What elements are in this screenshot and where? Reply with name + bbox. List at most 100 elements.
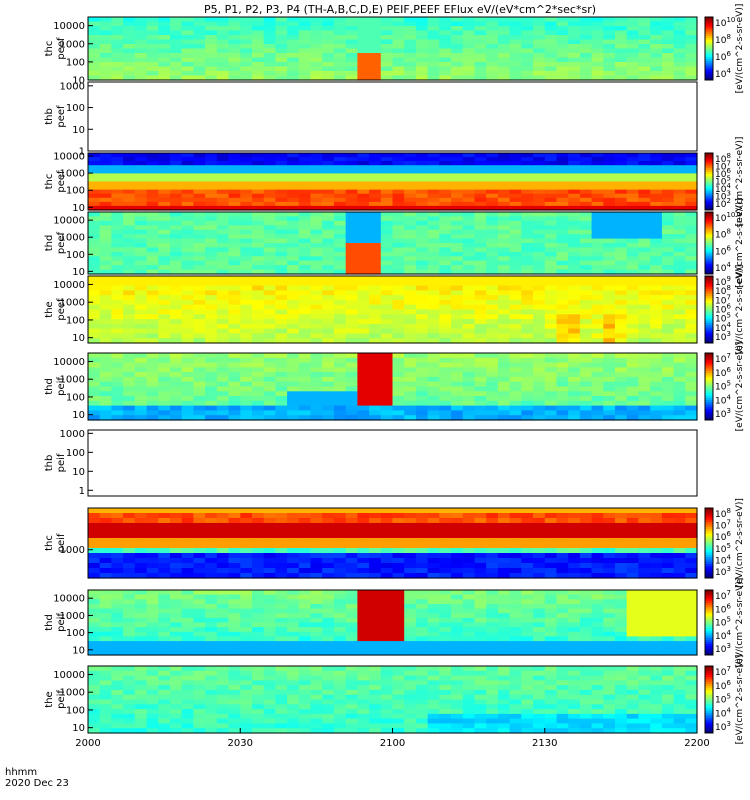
heatmap-cell bbox=[134, 362, 148, 368]
heatmap-cell bbox=[439, 75, 452, 81]
heatmap-cell bbox=[369, 533, 382, 539]
heatmap-cell bbox=[533, 563, 546, 569]
heatmap-cell bbox=[252, 165, 265, 170]
colorbar-unit-label: [eV/(cm^2-s-sr-eV)] bbox=[735, 498, 745, 588]
heatmap-cell bbox=[298, 295, 312, 301]
heatmap-cell bbox=[626, 323, 639, 330]
heatmap-cell bbox=[216, 314, 230, 320]
heatmap-cell bbox=[369, 357, 382, 364]
heatmap-cell bbox=[240, 599, 253, 605]
colorbar-step bbox=[705, 533, 713, 537]
heatmap-cell bbox=[474, 181, 487, 187]
heatmap-cell bbox=[205, 608, 218, 614]
heatmap-cell bbox=[99, 234, 112, 240]
heatmap-cell bbox=[661, 376, 675, 383]
heatmap-cell bbox=[181, 153, 194, 158]
heatmap-cell bbox=[333, 518, 347, 524]
heatmap-cell bbox=[568, 197, 581, 203]
heatmap-cell bbox=[216, 543, 230, 549]
chart-title: P5, P1, P2, P3, P4 (TH-A,B,C,D,E) PEIF,P… bbox=[204, 3, 596, 16]
heatmap-cell bbox=[579, 39, 593, 45]
heatmap-cell bbox=[415, 177, 429, 183]
heatmap-cell bbox=[123, 599, 136, 605]
heatmap-cell bbox=[451, 362, 464, 368]
colorbar-step bbox=[705, 204, 713, 207]
heatmap-cell bbox=[123, 153, 136, 158]
heatmap-cell bbox=[556, 225, 569, 231]
heatmap-cell bbox=[134, 357, 148, 364]
heatmap-cell bbox=[380, 265, 394, 271]
heatmap-cell bbox=[123, 26, 136, 32]
heatmap-cell bbox=[591, 400, 604, 407]
heatmap-cell bbox=[439, 220, 452, 226]
heatmap-cell bbox=[568, 157, 581, 162]
heatmap-cell bbox=[392, 376, 405, 383]
heatmap-cell bbox=[228, 590, 241, 596]
heatmap-cell bbox=[181, 295, 194, 301]
heatmap-cell bbox=[451, 548, 464, 554]
heatmap-cell bbox=[638, 400, 651, 407]
heatmap-cell bbox=[216, 372, 230, 378]
heatmap-cell bbox=[591, 205, 604, 211]
heatmap-cell bbox=[240, 44, 253, 50]
heatmap-cell bbox=[533, 212, 546, 217]
heatmap-cell bbox=[345, 30, 358, 36]
heatmap-cell bbox=[462, 216, 476, 222]
heatmap-cell bbox=[638, 205, 651, 211]
colorbar-step bbox=[705, 552, 713, 556]
heatmap-cell bbox=[158, 189, 171, 195]
heatmap-cell bbox=[462, 173, 476, 179]
heatmap-cell bbox=[263, 256, 276, 262]
heatmap-cell bbox=[216, 400, 230, 407]
heatmap-cell bbox=[193, 533, 206, 539]
heatmap-cell bbox=[427, 189, 440, 195]
heatmap-cell bbox=[205, 328, 218, 334]
heatmap-cell bbox=[298, 627, 312, 633]
heatmap-cell bbox=[181, 568, 194, 574]
heatmap-cell bbox=[556, 304, 569, 311]
heatmap-cell bbox=[252, 173, 265, 179]
heatmap-cell bbox=[205, 201, 218, 207]
heatmap-cell bbox=[181, 381, 194, 388]
heatmap-cell bbox=[462, 189, 476, 195]
heatmap-cell bbox=[228, 543, 241, 549]
heatmap-cell bbox=[111, 613, 124, 619]
heatmap-cell bbox=[380, 367, 394, 373]
heatmap-cell bbox=[88, 558, 101, 564]
heatmap-cell bbox=[380, 558, 394, 564]
heatmap-cell bbox=[322, 247, 335, 253]
heatmap-cell bbox=[216, 276, 230, 282]
heatmap-cell bbox=[404, 21, 417, 27]
heatmap-cell bbox=[439, 173, 452, 179]
heatmap-cell bbox=[521, 299, 534, 306]
heatmap-cell bbox=[146, 66, 159, 72]
heatmap-cell bbox=[369, 212, 382, 217]
heatmap-cell bbox=[123, 396, 136, 402]
heatmap-cell bbox=[568, 181, 581, 187]
heatmap-cell bbox=[333, 513, 347, 519]
heatmap-cell bbox=[310, 518, 323, 524]
heatmap-cell bbox=[486, 563, 499, 569]
heatmap-cell bbox=[252, 543, 265, 549]
heatmap-cell bbox=[369, 391, 382, 397]
heatmap-cell bbox=[216, 17, 230, 23]
heatmap-cell bbox=[298, 185, 312, 191]
colorbar-step bbox=[705, 386, 713, 390]
heatmap-cell bbox=[380, 21, 394, 27]
heatmap-cell bbox=[310, 372, 323, 378]
heatmap-cell bbox=[275, 568, 288, 574]
heatmap-cell bbox=[88, 177, 101, 183]
heatmap-cell bbox=[287, 381, 300, 388]
heatmap-cell bbox=[369, 256, 382, 262]
heatmap-cell bbox=[439, 285, 452, 291]
heatmap-cell bbox=[626, 538, 639, 544]
heatmap-cell bbox=[415, 290, 429, 296]
heatmap-cell bbox=[603, 338, 616, 344]
heatmap-cell bbox=[357, 518, 370, 524]
heatmap-cell bbox=[427, 197, 440, 203]
heatmap-cell bbox=[369, 57, 382, 63]
heatmap-cell bbox=[521, 372, 534, 378]
heatmap-cell bbox=[392, 372, 405, 378]
heatmap-cell bbox=[603, 251, 616, 257]
